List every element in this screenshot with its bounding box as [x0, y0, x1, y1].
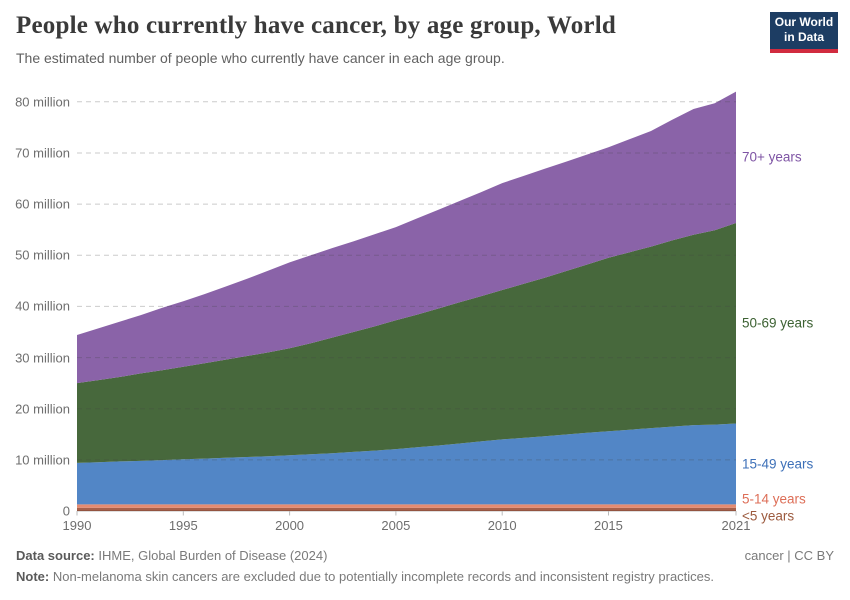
legend-label-5-14-years[interactable]: 5-14 years: [742, 491, 806, 507]
y-tick-label-80: 80 million: [15, 94, 70, 110]
owid-logo-accent-bar: [770, 49, 838, 53]
area-50-69-years[interactable]: [77, 223, 736, 463]
y-tick-label-50: 50 million: [15, 247, 70, 263]
x-tick-label-2000: 2000: [275, 518, 305, 533]
legend-label-70-years[interactable]: 70+ years: [742, 149, 802, 165]
x-tick-label-2021: 2021: [721, 518, 751, 533]
y-tick-label-70: 70 million: [15, 145, 70, 161]
x-tick-label-1995: 1995: [168, 518, 198, 533]
x-tick-label-2010: 2010: [487, 518, 517, 533]
x-tick-label-2005: 2005: [381, 518, 411, 533]
page-subtitle: The estimated number of people who curre…: [16, 50, 505, 66]
area-5-14-years[interactable]: [77, 504, 736, 508]
area-series-group: [77, 91, 736, 511]
data-source-value[interactable]: IHME, Global Burden of Disease (2024): [98, 548, 328, 563]
footer-note-row: Note: Non-melanoma skin cancers are excl…: [16, 569, 834, 584]
note-text: Non-melanoma skin cancers are excluded d…: [52, 569, 715, 584]
area-15-49-years[interactable]: [77, 423, 736, 505]
y-tick-label-40: 40 million: [15, 298, 70, 314]
note-label: Note:: [16, 569, 50, 584]
owid-logo[interactable]: Our World in Data: [770, 12, 838, 53]
data-source-label: Data source:: [16, 548, 95, 563]
chart-canvas[interactable]: 0 10 million 20 million 30 million 40 millio…: [0, 0, 850, 545]
license-text[interactable]: cancer | CC BY: [744, 548, 834, 563]
legend-label-5-years[interactable]: <5 years: [742, 508, 795, 524]
legend-label-15-49-years[interactable]: 15-49 years: [742, 456, 814, 472]
area-70-years[interactable]: [77, 91, 736, 384]
legend-label-50-69-years[interactable]: 50-69 years: [742, 315, 814, 331]
y-tick-label-60: 60 million: [15, 196, 70, 212]
y-tick-label-30: 30 million: [15, 350, 70, 366]
y-tick-label-0: 0: [62, 503, 70, 519]
x-tick-label-2015: 2015: [593, 518, 623, 533]
page-title: People who currently have cancer, by age…: [16, 12, 616, 39]
stacked-area-plot[interactable]: [0, 0, 850, 545]
owid-logo-line1: Our World: [774, 15, 834, 29]
footer-source-row: Data source: IHME, Global Burden of Dise…: [16, 548, 834, 563]
x-tick-label-1990: 1990: [62, 518, 92, 533]
owid-logo-line2: in Data: [783, 30, 824, 44]
y-tick-label-10: 10 million: [15, 452, 70, 468]
x-axis-ticks-group: [76, 511, 737, 516]
y-tick-label-20: 20 million: [15, 401, 70, 417]
area-5-years[interactable]: [77, 507, 736, 511]
data-source-text: Data source: IHME, Global Burden of Dise…: [16, 548, 327, 563]
gridlines-group: [77, 101, 736, 512]
